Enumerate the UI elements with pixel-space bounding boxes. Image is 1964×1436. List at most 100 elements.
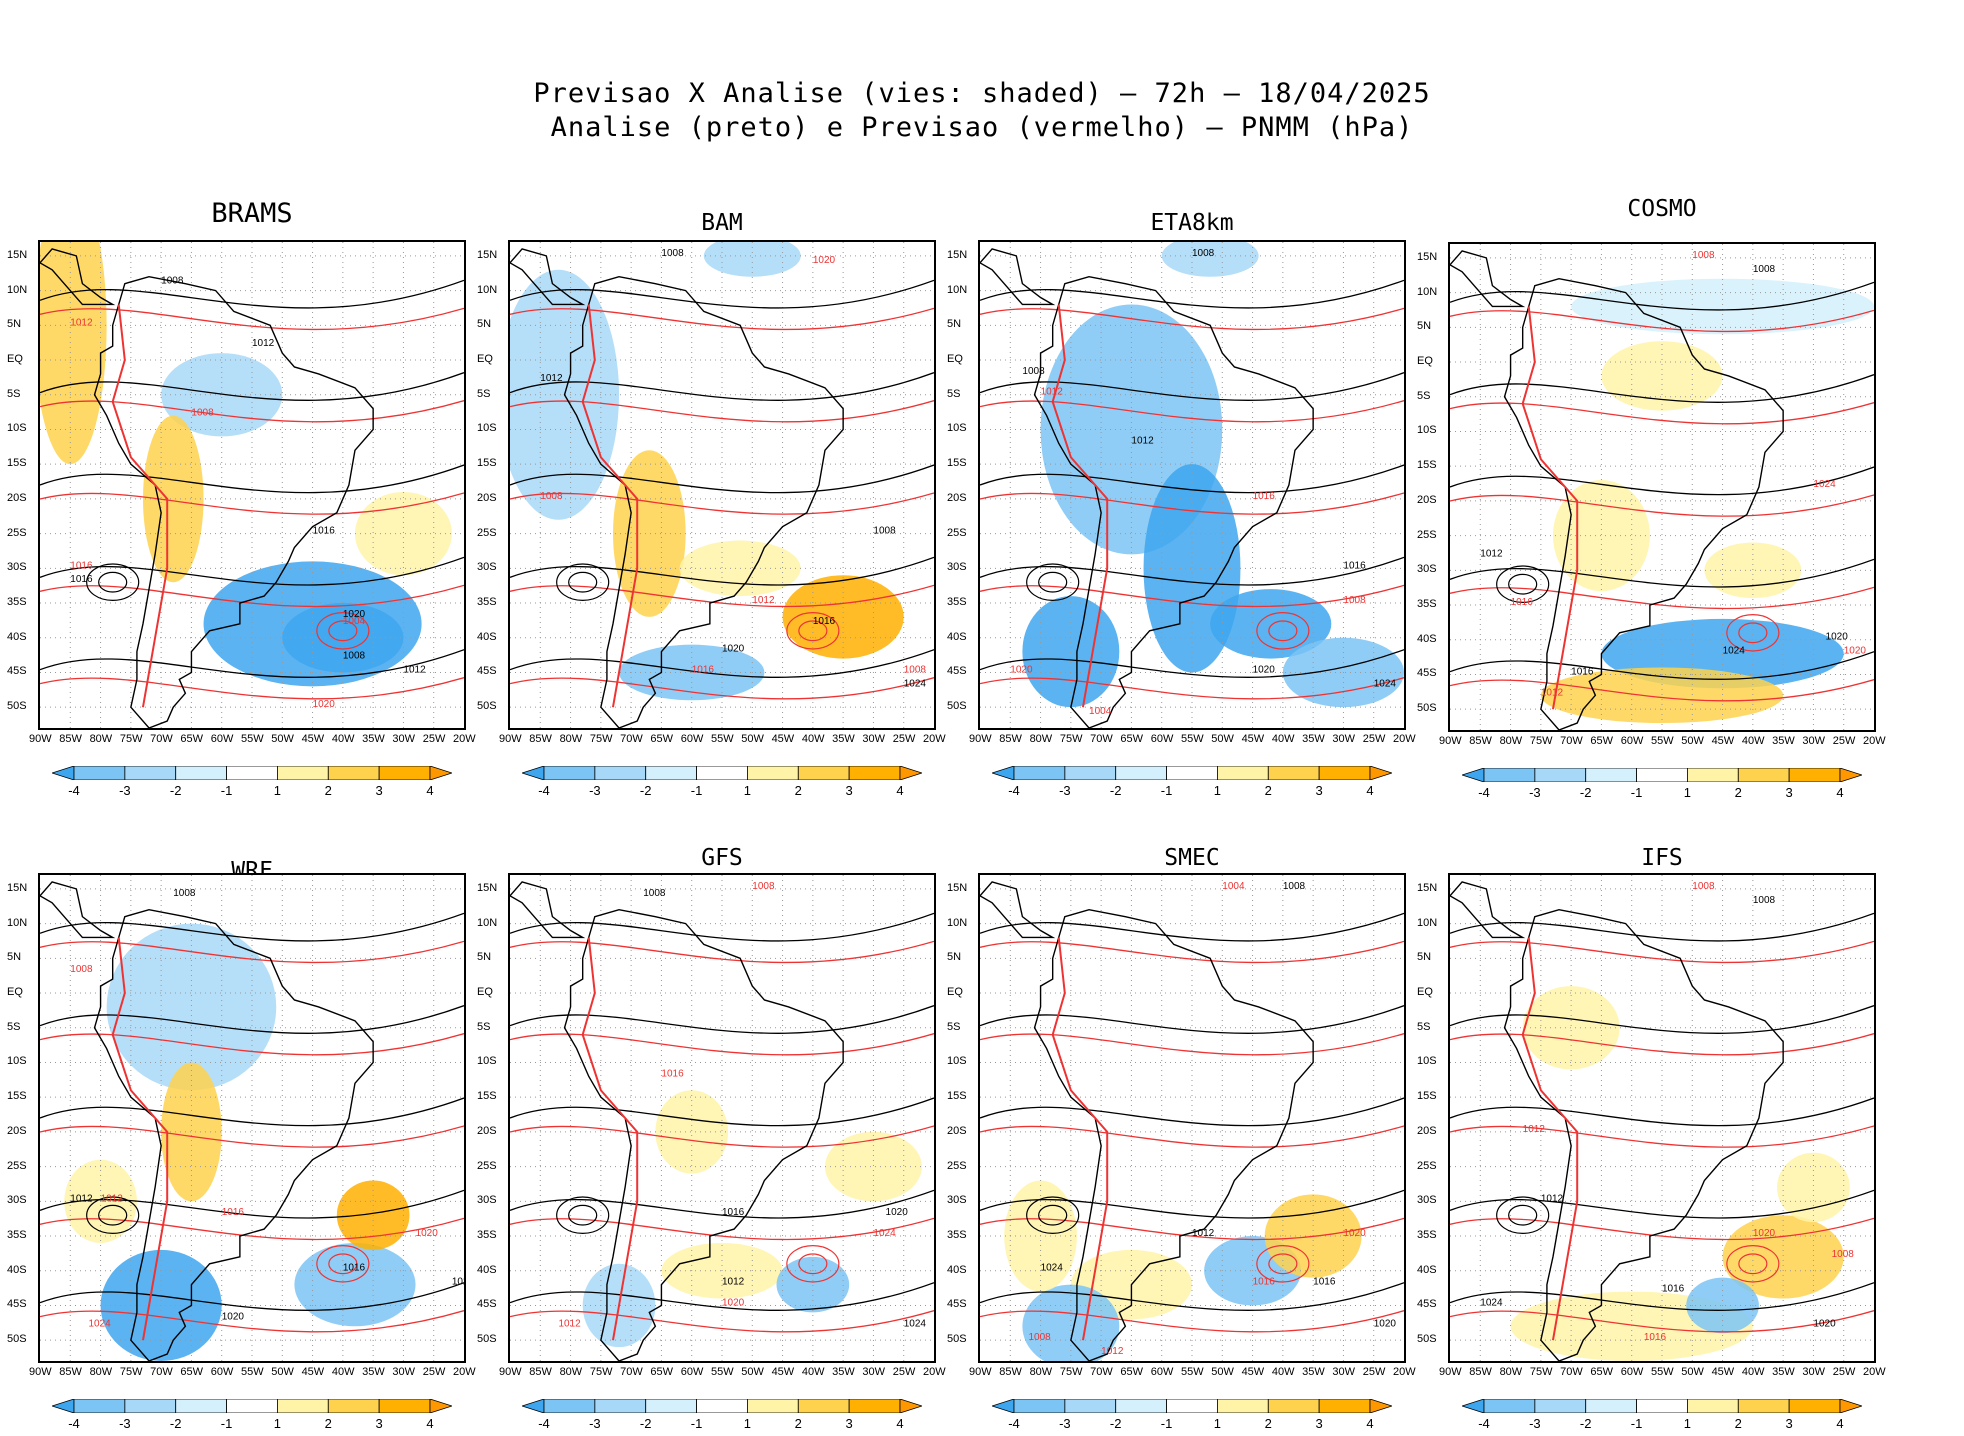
forecast-contour-label: 1024 [873, 1228, 896, 1239]
lon-tick-label: 65W [1590, 735, 1614, 747]
analysis-isobar [1450, 374, 1874, 403]
lat-tick-label: 15N [7, 248, 28, 261]
analysis-isobar [510, 372, 934, 401]
analysis-contour-label: 1008 [643, 888, 666, 899]
south-america-coastline [93, 275, 374, 728]
lon-tick-label: 75W [119, 1366, 143, 1378]
lat-tick-label: 20S [7, 491, 27, 504]
colorbar-label: -3 [589, 1416, 601, 1431]
colorbar-label: 4 [896, 783, 904, 798]
lat-tick-label: EQ [7, 353, 23, 366]
lon-tick-label: 80W [1029, 733, 1053, 745]
bias-shading [106, 923, 277, 1091]
central-america-coastline [980, 881, 1056, 939]
lat-tick-label: 15S [947, 457, 967, 470]
forecast-isobar [328, 1253, 358, 1275]
colorbar-segment [1788, 1399, 1841, 1413]
colorbar-segment [1687, 768, 1739, 782]
analysis-isobar [40, 372, 464, 401]
lon-tick-label: 85W [529, 733, 552, 745]
forecast-isobar [1450, 1033, 1874, 1056]
andes-forecast-contours [1521, 306, 1579, 710]
colorbar [992, 766, 1392, 780]
lon-tick-label: 80W [559, 1366, 583, 1378]
colorbar-segment [52, 1399, 75, 1413]
colorbar-label: 1 [1213, 1416, 1222, 1431]
panel-title: BRAMS [211, 198, 293, 229]
lon-tick-label: 20W [1393, 733, 1416, 745]
forecast-isobar [510, 1125, 934, 1148]
colorbar-label: 4 [426, 783, 434, 798]
analysis-contour-label: 1016 [1571, 666, 1594, 677]
figure-title-line-2: Analise (preto) e Previsao (vermelho) – … [550, 112, 1414, 143]
forecast-contour-label: 1008 [70, 964, 93, 975]
forecast-isobar [980, 677, 1404, 700]
colorbar-segment [522, 1399, 545, 1413]
colorbar-segment [73, 1399, 126, 1413]
forecast-isobar [1256, 611, 1310, 650]
colorbar-label: -1 [220, 1416, 233, 1431]
lat-tick-label: 15N [477, 881, 498, 894]
colorbar-segment [594, 1399, 647, 1413]
colorbar-segment [1217, 1399, 1269, 1413]
map-frame: 1008 1012 1016 1020 1024 1008 1012 1016 1020 1024 [508, 873, 936, 1363]
forecast-contour-label: 1004 [343, 616, 366, 627]
colorbar-segment [175, 1399, 227, 1413]
lon-tick-label: 20W [453, 1366, 476, 1378]
lon-tick-label: 25W [1362, 1366, 1386, 1378]
lat-tick-label: 10S [477, 422, 497, 435]
lon-tick-label: 75W [119, 733, 143, 745]
colorbar-label: -2 [1109, 1416, 1122, 1431]
lat-tick-label: 15S [947, 1090, 967, 1103]
lon-tick-label: 55W [1181, 1366, 1204, 1378]
lat-tick-label: 35S [947, 1229, 967, 1242]
analysis-isobar [1026, 1196, 1080, 1235]
lon-tick-label: 50W [271, 733, 294, 745]
lat-tick-label: 50S [477, 700, 497, 713]
colorbar-segment [1483, 768, 1536, 782]
lat-tick-label: 35S [7, 1229, 27, 1242]
colorbar-segment [992, 1399, 1015, 1413]
lat-tick-label: EQ [1417, 986, 1433, 999]
andes-forecast-contours [581, 937, 639, 1341]
lon-tick-label: 65W [180, 733, 204, 745]
lon-tick-label: 90W [1439, 1366, 1462, 1378]
lat-tick-label: 35S [1417, 598, 1437, 611]
colorbar-label: -2 [1579, 1416, 1592, 1431]
lon-tick-label: 35W [832, 1366, 855, 1378]
lon-tick-label: 65W [1120, 1366, 1144, 1378]
lat-tick-label: 15N [947, 881, 968, 894]
colorbar-label: 3 [375, 1416, 383, 1431]
lon-tick-label: 75W [1529, 735, 1553, 747]
lon-tick-label: 30W [392, 1366, 416, 1378]
forecast-isobar [40, 1033, 464, 1056]
lat-tick-label: 5N [947, 951, 962, 964]
colorbar-label: -4 [68, 1416, 80, 1431]
analysis-contour-label: 1016 [70, 574, 93, 585]
analysis-contour-label: 1020 [1253, 664, 1276, 675]
forecast-contour-label: 1016 [70, 560, 93, 571]
forecast-isobar [1738, 1253, 1768, 1275]
lat-tick-label: 40S [1417, 1263, 1437, 1276]
analysis-isobar [40, 912, 464, 942]
forecast-contour-label: 1012 [70, 317, 93, 328]
lon-tick-label: 70W [150, 733, 173, 745]
colorbar-label: -2 [169, 1416, 182, 1431]
colorbar-label: 2 [1264, 1416, 1272, 1431]
lat-tick-label: 15N [1417, 250, 1438, 263]
lat-tick-label: 10N [947, 283, 968, 296]
lat-tick-label: 10S [947, 422, 967, 435]
forecast-contour-label: 1020 [1010, 664, 1033, 675]
lon-tick-label: 70W [1090, 733, 1113, 745]
south-america-coastline [1503, 277, 1784, 730]
forecast-isobar [1450, 494, 1874, 517]
lon-tick-label: 55W [1181, 733, 1204, 745]
lat-tick-label: 5S [1417, 1020, 1431, 1033]
panel-title: SMEC [1164, 845, 1220, 871]
forecast-isobar [980, 492, 1404, 515]
lat-tick-label: 40S [477, 1263, 497, 1276]
colorbar-label: -3 [1059, 783, 1071, 798]
bias-shading [1777, 1152, 1850, 1223]
lon-tick-label: 60W [210, 1366, 234, 1378]
lon-tick-label: 60W [210, 733, 234, 745]
